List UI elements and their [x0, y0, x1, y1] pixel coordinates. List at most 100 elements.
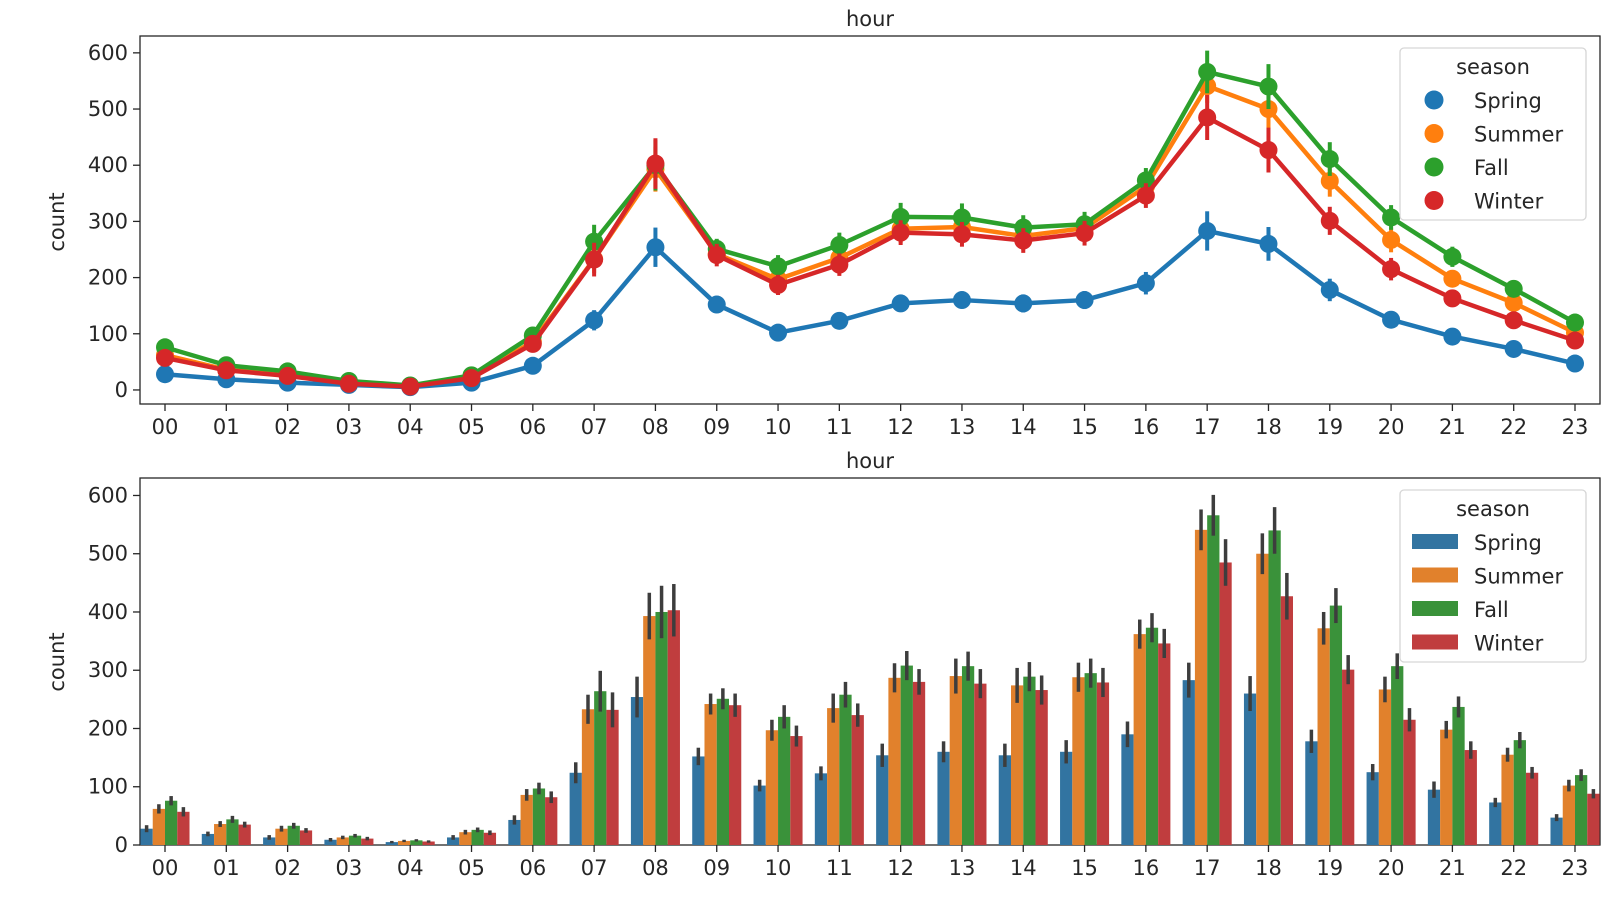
plot-marks	[156, 50, 1584, 397]
y-tick-label: 500	[88, 97, 128, 121]
series-winter	[156, 94, 1584, 396]
legend-label: Spring	[1474, 89, 1542, 113]
data-point	[585, 250, 604, 269]
bar	[545, 797, 558, 845]
bar	[900, 665, 913, 845]
data-point	[952, 225, 971, 244]
legend-label: Spring	[1474, 531, 1542, 555]
bar	[790, 736, 803, 845]
bar	[704, 704, 717, 845]
data-point	[1504, 311, 1523, 330]
x-tick-label: 05	[458, 415, 485, 439]
bar	[998, 755, 1011, 845]
data-point	[585, 232, 604, 251]
x-tick-label: 22	[1500, 856, 1527, 880]
bar	[1084, 673, 1097, 845]
data-point	[1443, 327, 1462, 346]
legend-marker	[1412, 534, 1458, 549]
y-tick-label: 100	[88, 322, 128, 346]
bar	[201, 833, 215, 845]
bar	[459, 832, 472, 845]
data-point	[462, 369, 481, 388]
bar	[226, 819, 239, 845]
bar	[1587, 793, 1600, 845]
bar	[1072, 677, 1085, 845]
bar	[1060, 751, 1073, 845]
bar	[1391, 666, 1404, 845]
x-tick-label: 03	[336, 415, 363, 439]
y-tick-label: 100	[88, 775, 128, 799]
x-tick-label: 12	[887, 856, 914, 880]
data-point	[339, 374, 358, 393]
legend-label: Winter	[1474, 190, 1544, 214]
bar	[471, 829, 484, 845]
legend-marker	[1424, 191, 1444, 210]
x-tick-label: 22	[1500, 415, 1527, 439]
bar	[1427, 789, 1441, 845]
bar	[1243, 693, 1257, 845]
bar	[397, 840, 411, 845]
data-point	[769, 275, 788, 294]
data-point	[646, 238, 665, 257]
data-point	[1320, 280, 1339, 299]
x-tick-label: 04	[397, 856, 424, 880]
y-tick-label: 0	[115, 378, 128, 402]
bar	[888, 677, 901, 845]
data-point	[891, 294, 910, 313]
y-tick-label: 200	[88, 716, 128, 740]
data-point	[156, 365, 174, 384]
y-tick-label: 600	[88, 41, 128, 65]
x-tick-label: 16	[1133, 856, 1160, 880]
data-point	[1014, 294, 1033, 313]
data-point	[1198, 108, 1217, 127]
bar	[729, 705, 742, 845]
x-tick-label: 10	[765, 856, 792, 880]
series-fall	[165, 515, 1588, 845]
y-tick-label: 600	[88, 483, 128, 507]
bar	[214, 824, 227, 845]
data-point	[1382, 260, 1401, 279]
bar	[324, 839, 337, 845]
bar	[1207, 515, 1220, 845]
x-tick-label: 03	[336, 856, 363, 880]
data-point	[1566, 313, 1584, 332]
bar	[876, 755, 889, 845]
x-tick-label: 14	[1010, 415, 1037, 439]
data-point	[1504, 279, 1523, 298]
bar	[1268, 530, 1281, 845]
bar	[299, 830, 313, 845]
data-point	[891, 207, 910, 226]
y-tick-label: 400	[88, 600, 128, 624]
bar	[532, 788, 546, 845]
bar	[765, 730, 779, 845]
legend-marker	[1424, 124, 1444, 143]
legend-label: Summer	[1474, 565, 1563, 589]
x-tick-label: 18	[1255, 856, 1282, 880]
bar	[520, 794, 533, 845]
legend-title: season	[1456, 55, 1530, 79]
bar	[630, 697, 644, 845]
data-point	[1504, 339, 1523, 358]
chart-title: hour	[846, 449, 894, 473]
data-point	[769, 323, 788, 342]
bar	[385, 842, 398, 845]
bar	[1133, 634, 1146, 845]
data-point	[1443, 247, 1462, 266]
x-tick-label: 12	[887, 415, 914, 439]
bar	[336, 837, 349, 845]
data-point	[1320, 171, 1339, 190]
x-tick-label: 17	[1194, 856, 1221, 880]
data-point	[156, 348, 174, 367]
error-bars-summer	[157, 509, 1571, 843]
legend-marker	[1424, 157, 1444, 177]
bar	[140, 828, 153, 845]
bar	[839, 694, 852, 845]
x-tick-label: 19	[1316, 856, 1343, 880]
y-tick-label: 300	[88, 658, 128, 682]
legend: season Spring Summer Fall Winter	[1399, 47, 1587, 221]
data-point	[1443, 269, 1462, 288]
bar	[643, 616, 656, 845]
x-tick-label: 11	[826, 415, 853, 439]
y-axis: 0 100 200 300 400 500 600	[88, 483, 140, 857]
data-point	[952, 208, 971, 227]
